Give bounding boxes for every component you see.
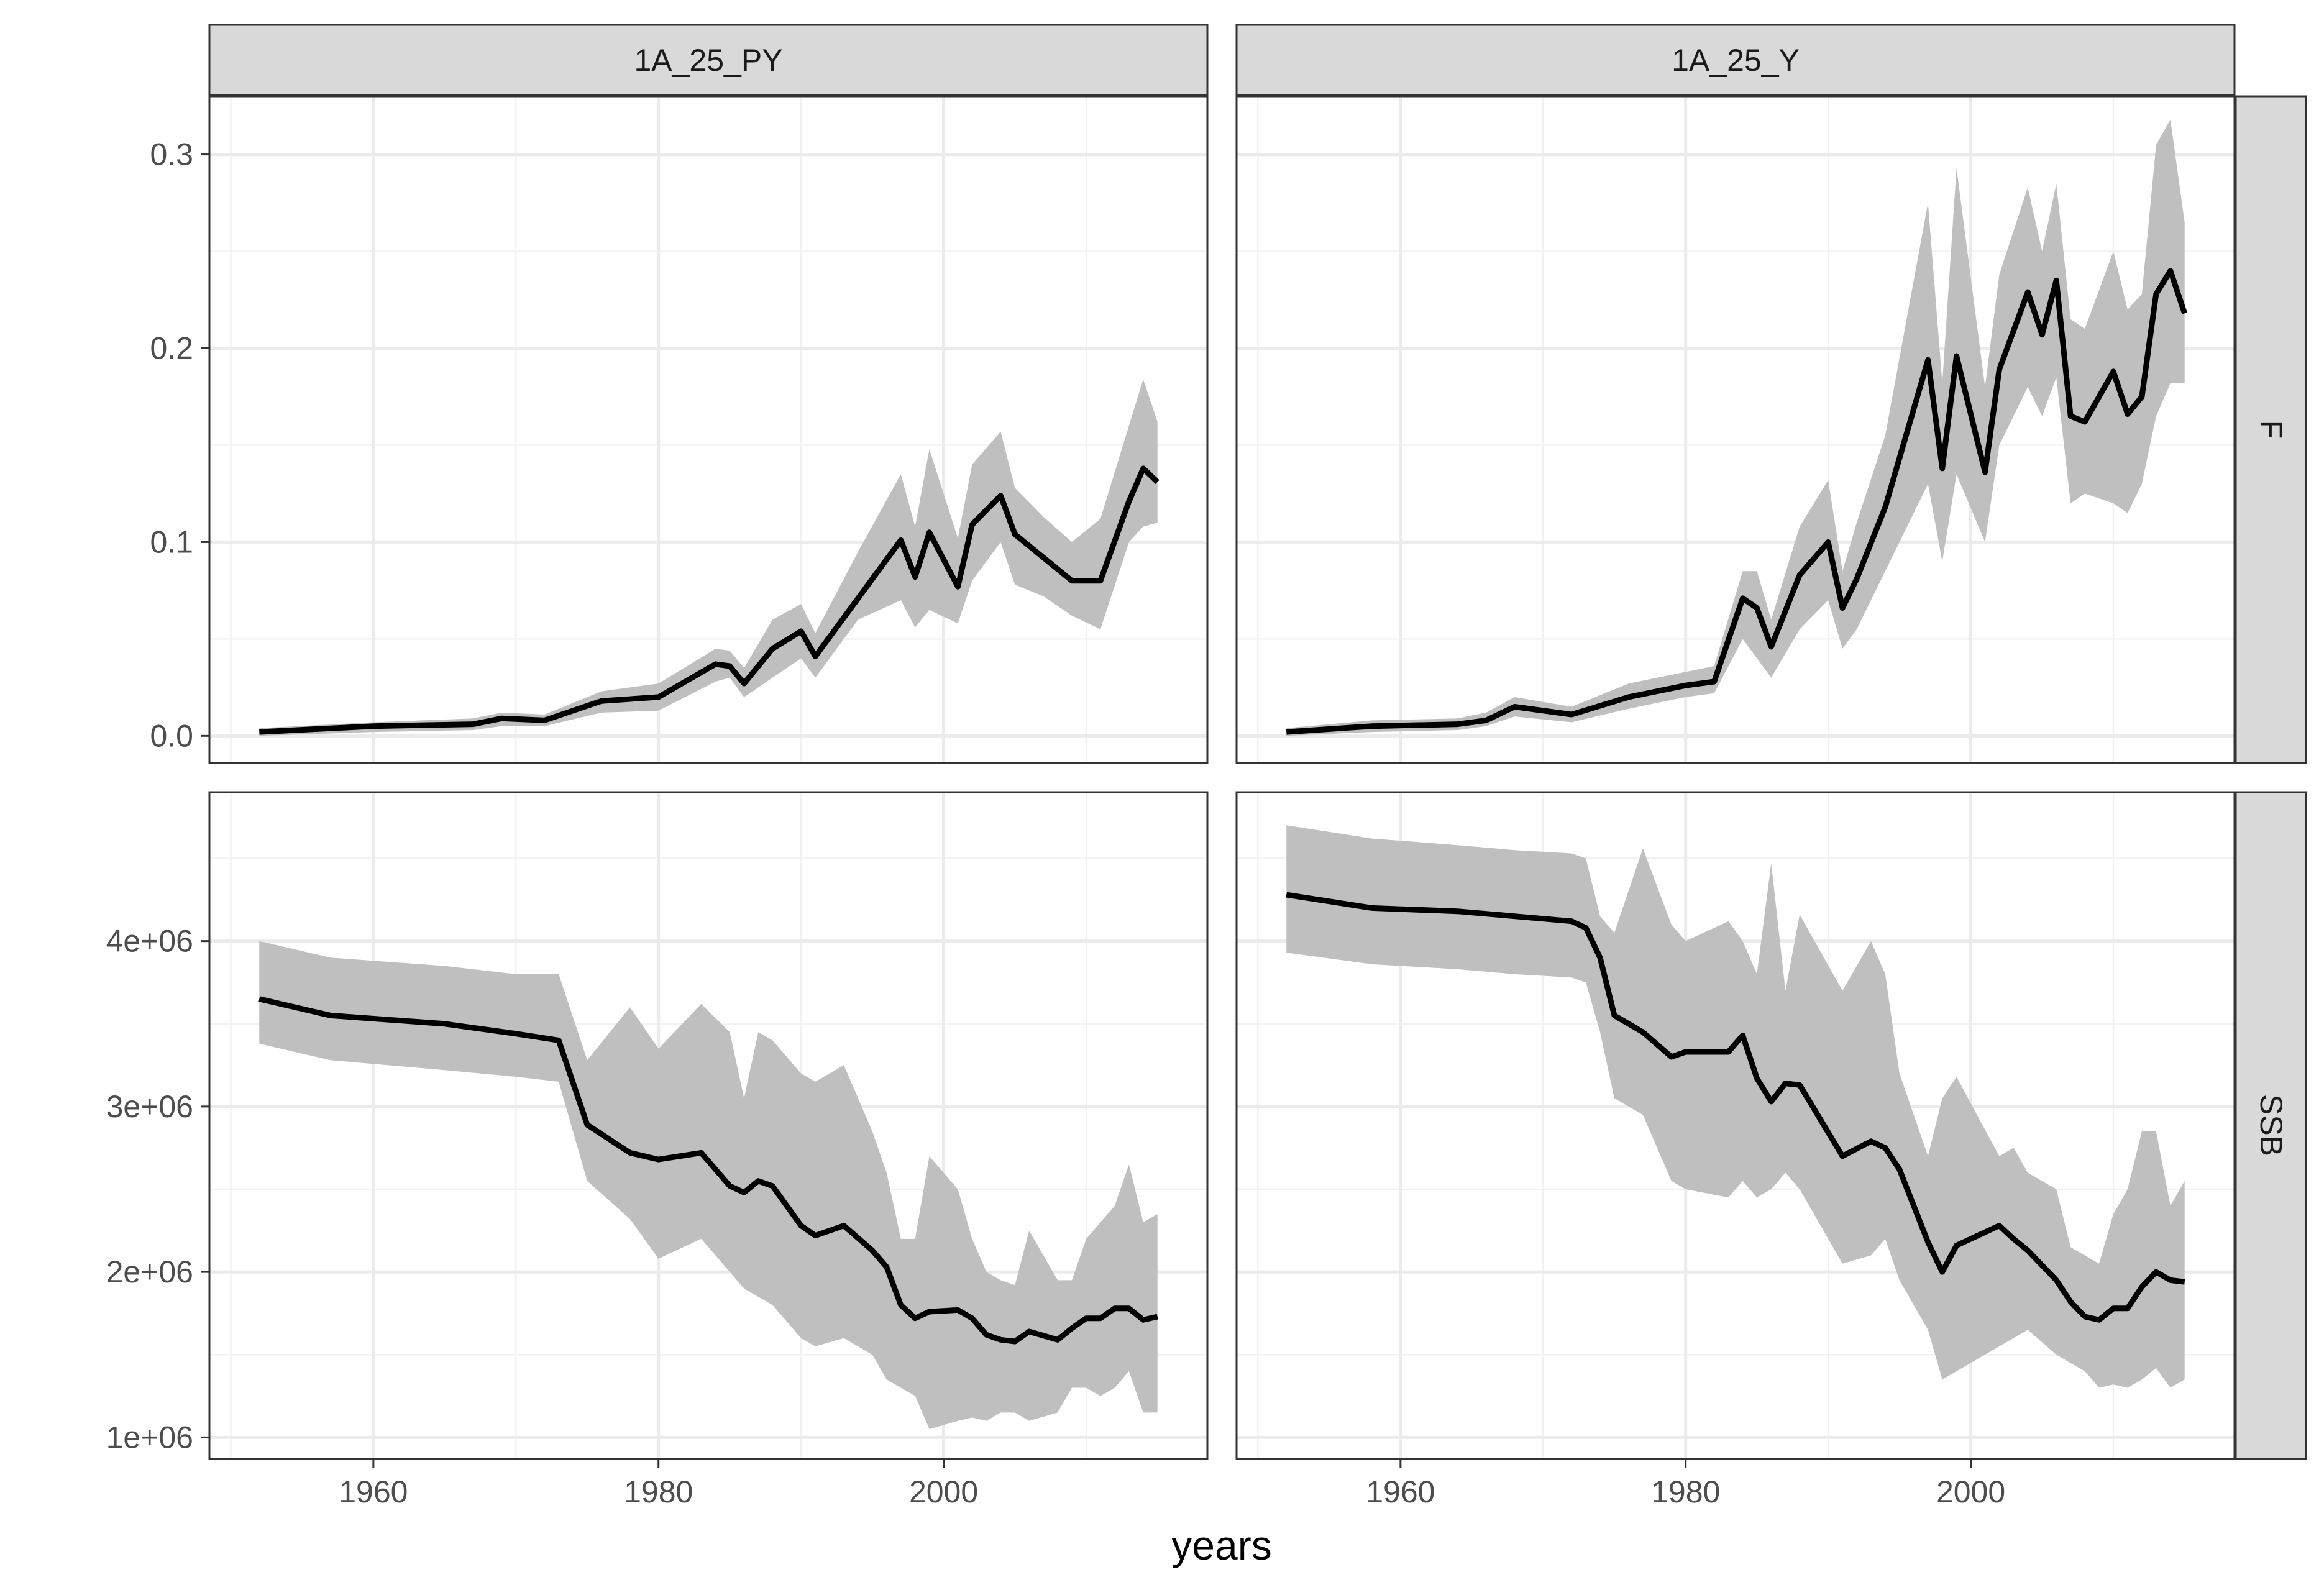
panel-border bbox=[208, 95, 1209, 764]
panel-1A_25_Y-F bbox=[1235, 95, 2236, 764]
strip-row-2-label: SSB bbox=[2254, 1094, 2289, 1156]
strip-col-2-label: 1A_25_Y bbox=[1672, 43, 1800, 78]
strip-row-1-label: F bbox=[2254, 420, 2289, 439]
confidence-ribbon bbox=[1286, 119, 2185, 736]
panel-border bbox=[1235, 95, 2236, 764]
series-line bbox=[258, 996, 1158, 1345]
y-tick-label: 2e+06 bbox=[106, 1254, 193, 1289]
y-tick-label: 4e+06 bbox=[106, 924, 193, 959]
x-tick-label: 2000 bbox=[909, 1474, 978, 1509]
y-tick-label: 0.2 bbox=[150, 331, 193, 365]
x-tick-label: 2000 bbox=[1936, 1474, 2005, 1509]
panel-1A_25_PY-SSB bbox=[208, 791, 1209, 1460]
y-tick-label: 1e+06 bbox=[106, 1420, 193, 1455]
y-tick-label: 3e+06 bbox=[106, 1089, 193, 1124]
series-line bbox=[259, 465, 1160, 735]
strip-col-2-bg bbox=[1235, 24, 2236, 96]
strip-col-1-bg bbox=[208, 24, 1209, 96]
x-tick-label: 1960 bbox=[1366, 1474, 1435, 1509]
confidence-ribbon bbox=[259, 941, 1158, 1430]
panel-border bbox=[1235, 791, 2236, 1460]
confidence-ribbon bbox=[259, 379, 1158, 736]
panels-layer bbox=[208, 95, 2236, 1460]
series-line bbox=[1286, 268, 2187, 735]
y-tick-label: 0.3 bbox=[150, 137, 193, 172]
y-tick-label: 0.1 bbox=[150, 524, 193, 559]
column-strips: 1A_25_PY 1A_25_Y bbox=[208, 24, 2236, 96]
x-tick-label: 1960 bbox=[339, 1474, 408, 1509]
strip-col-1-label: 1A_25_PY bbox=[634, 43, 782, 78]
panel-border bbox=[208, 791, 1209, 1460]
panel-1A_25_PY-F bbox=[208, 95, 1209, 764]
y-axes-layer: 0.0 0.1 0.2 0.3 1e+06 2e+06 3e+06 4e+06 bbox=[106, 137, 209, 1455]
x-tick-label: 1980 bbox=[1651, 1474, 1720, 1509]
confidence-ribbon bbox=[1286, 825, 2185, 1388]
x-axis-title: years bbox=[1171, 1522, 1271, 1568]
strip-row-1-bg bbox=[2235, 95, 2307, 764]
x-axes-layer: 1960 1980 2000 1960 1980 2000 bbox=[339, 1459, 2005, 1509]
panel-1A_25_Y-SSB bbox=[1235, 791, 2236, 1460]
panel-background bbox=[209, 96, 1207, 763]
row-strips: F SSB bbox=[2235, 95, 2307, 1460]
strip-row-2-bg bbox=[2235, 791, 2307, 1460]
y-tick-label: 0.0 bbox=[150, 718, 193, 753]
x-tick-label: 1980 bbox=[624, 1474, 693, 1509]
series-line bbox=[1286, 892, 2185, 1323]
